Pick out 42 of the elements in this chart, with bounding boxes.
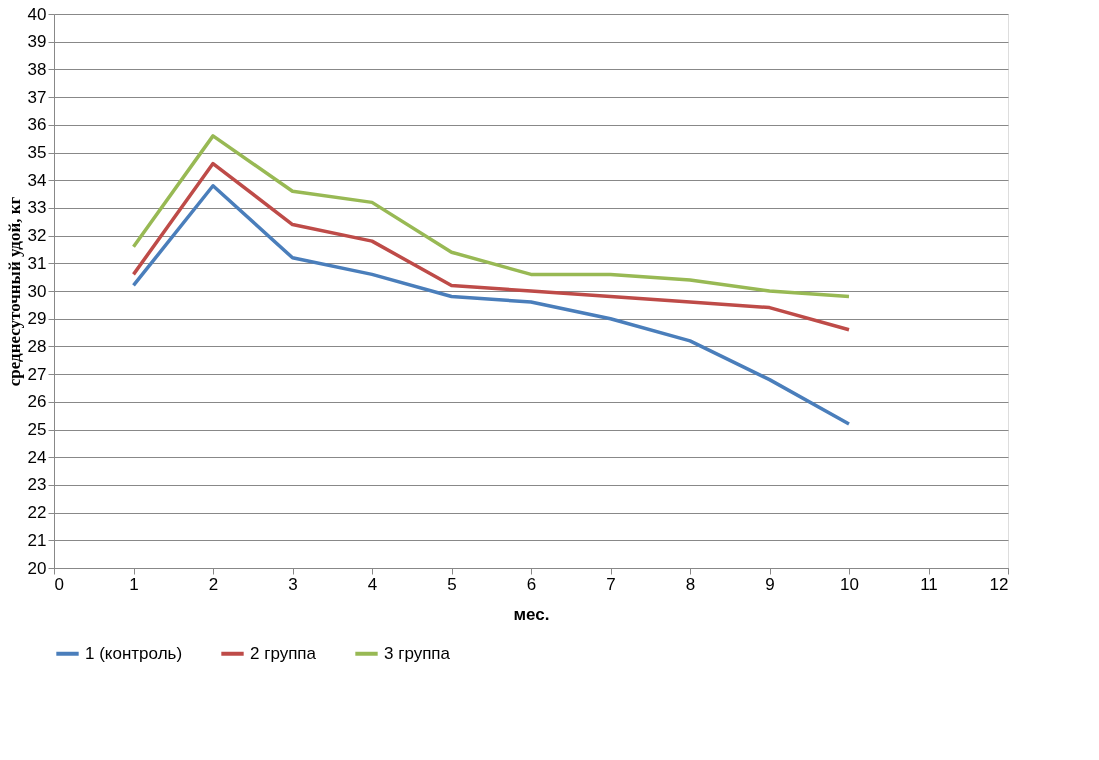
y-tick-label: 35 [27, 143, 47, 162]
x-tick-label: 2 [208, 574, 219, 594]
y-tick-label: 28 [27, 336, 47, 356]
x-tick-label: 1 [129, 574, 139, 594]
y-tick-label: 32 [27, 226, 47, 246]
y-tick-label: 26 [27, 392, 47, 412]
y-tick-label: 33 [27, 198, 47, 218]
y-tick-label: 39 [27, 32, 47, 52]
line-series [131, 161, 851, 332]
y-tick-label: 37 [27, 87, 47, 107]
legend-label: 3 группа [384, 643, 451, 663]
y-tick-label: 36 [27, 115, 47, 135]
y-tick-label: 40 [27, 4, 47, 24]
x-tick-label: 7 [606, 574, 616, 594]
x-tick-label: 5 [447, 574, 457, 594]
y-tick-label: 24 [27, 447, 47, 467]
y-tick-label: 22 [27, 503, 47, 523]
x-tick-label: 11 [920, 574, 938, 594]
line-series [131, 183, 851, 426]
y-tick-label: 31 [27, 253, 47, 273]
line-series [131, 134, 851, 299]
x-tick-label: 0 [54, 574, 64, 594]
x-tick-label: 8 [685, 574, 696, 594]
legend-label: 1 (контроль) [85, 643, 183, 663]
y-tick-label: 20 [27, 558, 47, 578]
x-tick-label: 3 [288, 574, 298, 594]
y-tick-label: 30 [27, 281, 47, 301]
x-tick-label: 9 [765, 574, 775, 594]
x-tick-label: 12 [989, 574, 1009, 594]
legend-label: 2 группа [250, 643, 317, 663]
y-tick-label: 29 [27, 309, 47, 329]
y-tick-label: 25 [27, 420, 47, 439]
x-axis-title: мес. [513, 604, 550, 624]
y-tick-label: 23 [27, 475, 47, 495]
y-axis-title: среднесуточный удой, кг [4, 196, 24, 387]
y-tick-label: 27 [27, 364, 47, 384]
x-tick-label: 10 [840, 574, 859, 594]
x-tick-label: 4 [367, 574, 378, 594]
y-tick-label: 34 [27, 170, 47, 190]
y-tick-label: 21 [27, 530, 47, 550]
y-tick-label: 38 [27, 59, 47, 79]
x-tick-label: 6 [526, 574, 537, 594]
